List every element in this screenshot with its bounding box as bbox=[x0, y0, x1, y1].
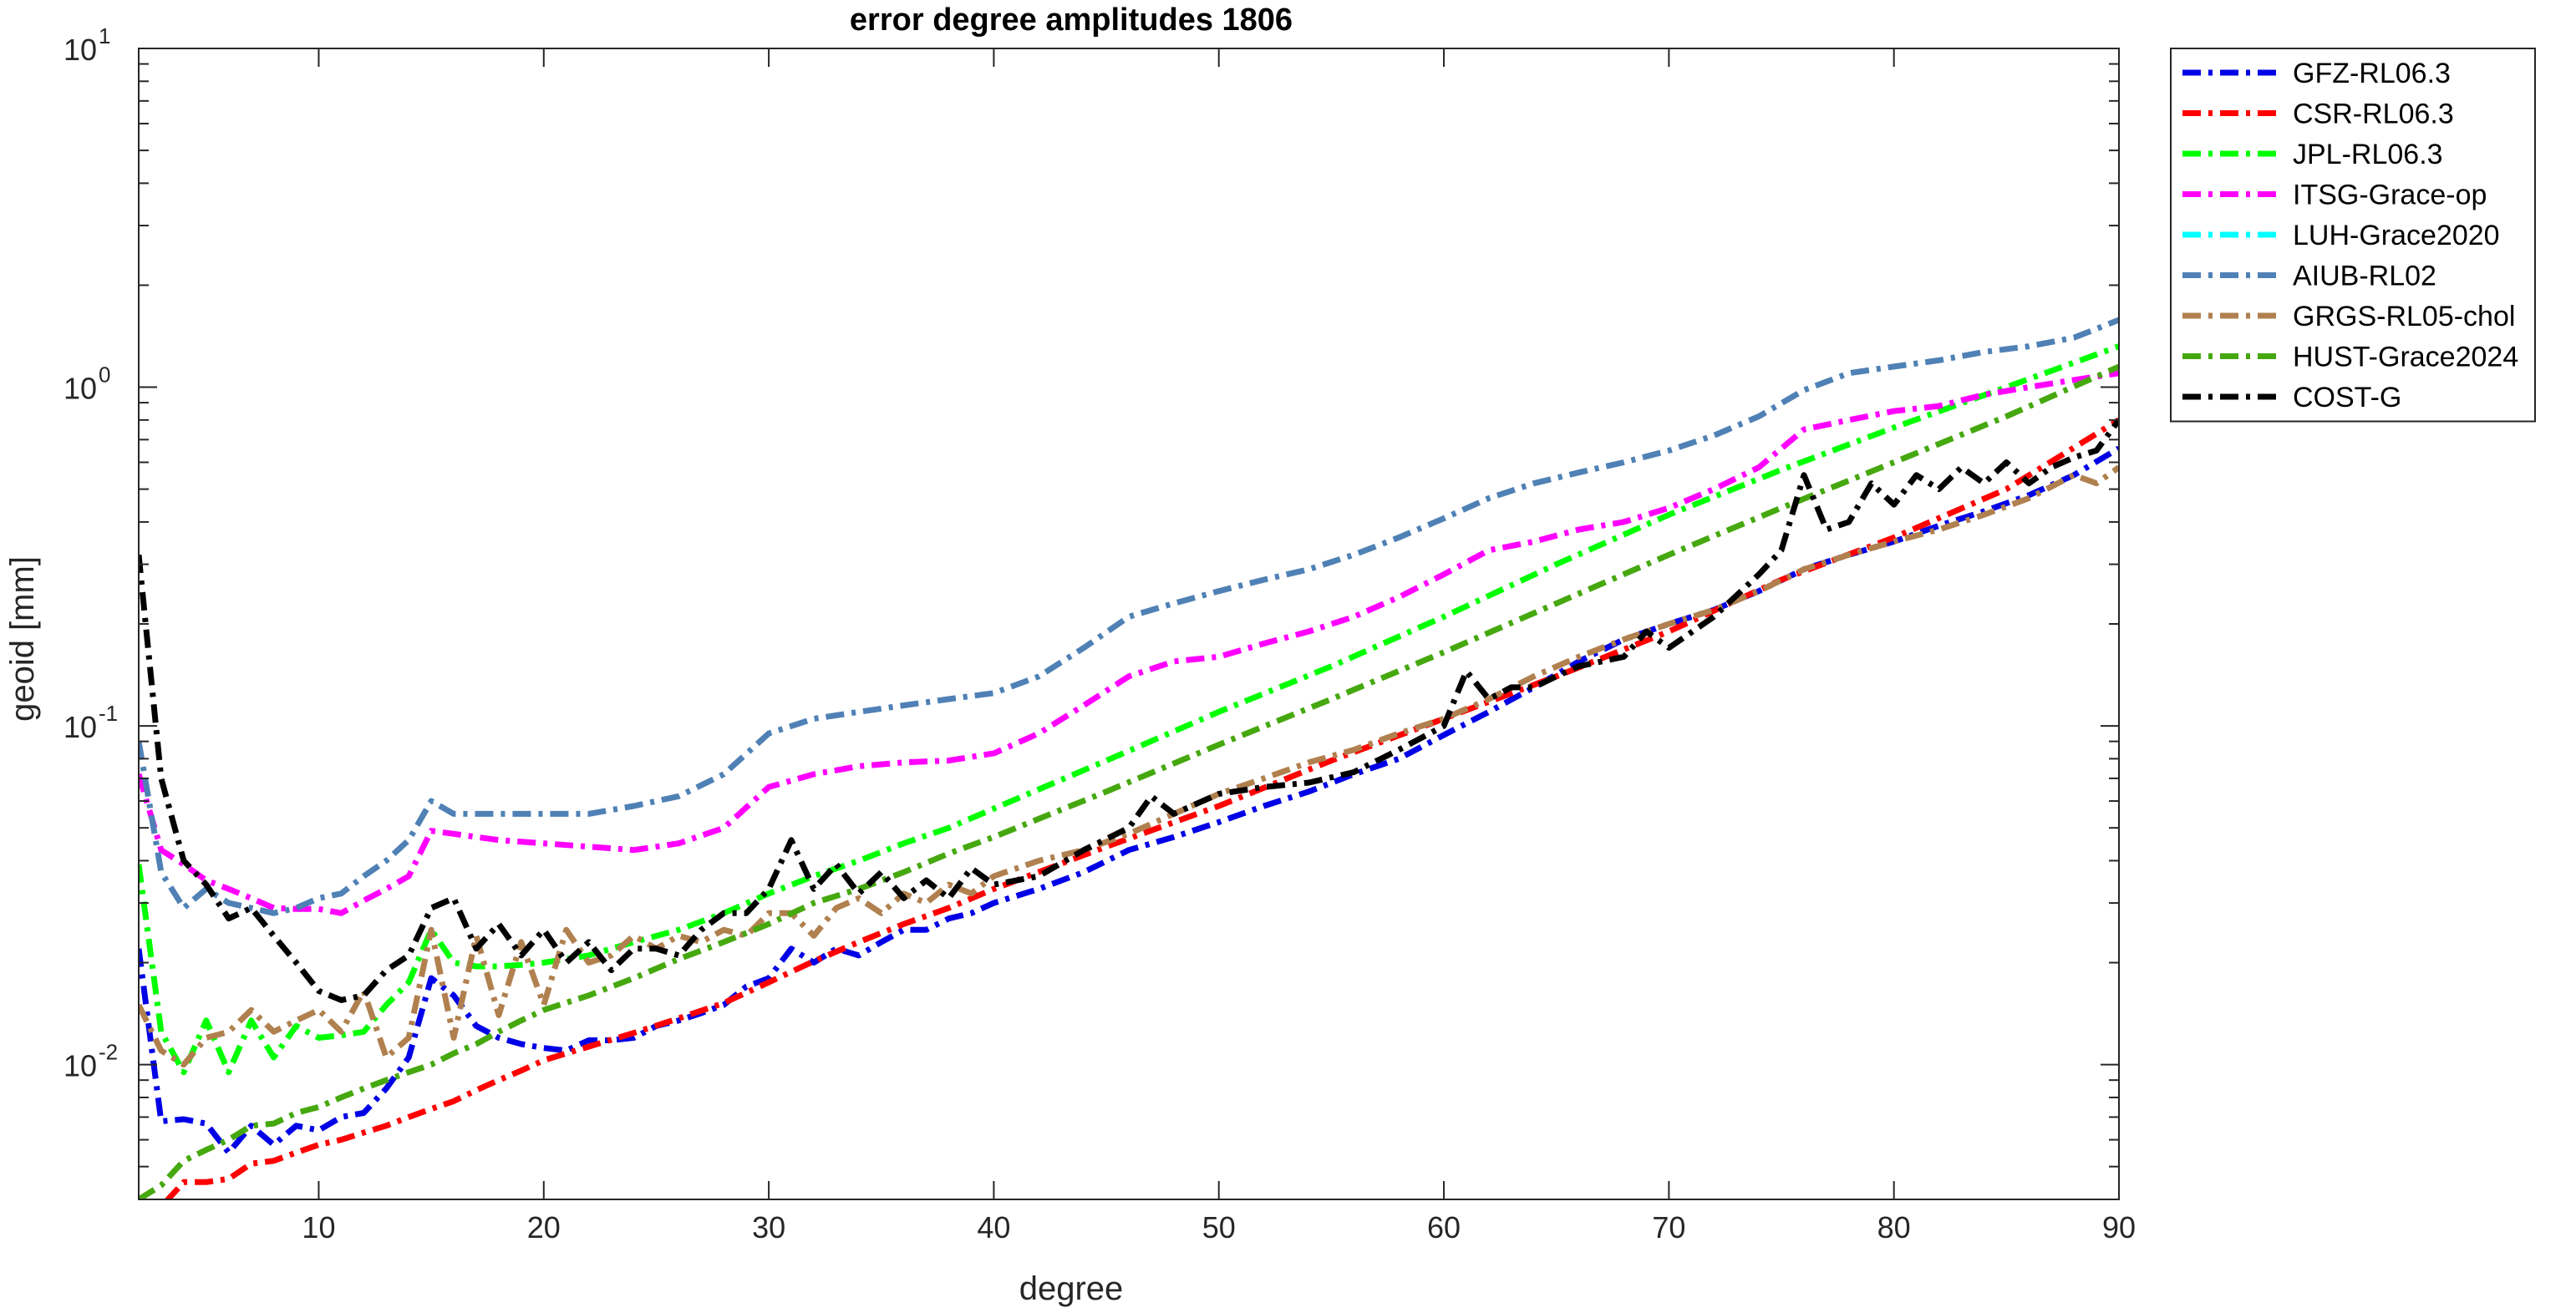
y-tick-label-exponent: -1 bbox=[99, 701, 118, 726]
x-tick-label: 60 bbox=[1427, 1210, 1461, 1245]
series-line-grgs-rl05-chol bbox=[139, 464, 2119, 1068]
series-line-aiub-rl02 bbox=[139, 317, 2119, 916]
legend-label: GFZ-RL06.3 bbox=[2293, 58, 2451, 89]
chart-title: error degree amplitudes 1806 bbox=[850, 3, 1293, 38]
legend: GFZ-RL06.3 CSR-RL06.3 JPL-RL06.3 ITSG-Grace… bbox=[2170, 48, 2536, 423]
y-tick-label-exponent: 1 bbox=[99, 23, 110, 48]
x-tick-label: 30 bbox=[752, 1210, 785, 1245]
legend-label: LUH-Grace2020 bbox=[2293, 220, 2500, 251]
series-line-jpl-rl06-3 bbox=[139, 343, 2119, 1076]
legend-label: COST-G bbox=[2293, 382, 2401, 413]
x-tick-label: 90 bbox=[2102, 1210, 2136, 1245]
y-tick-label: 10 bbox=[64, 372, 97, 406]
y-axis-label: geoid [mm] bbox=[4, 556, 41, 722]
y-tick-label: 10 bbox=[64, 710, 97, 744]
legend-label: CSR-RL06.3 bbox=[2293, 99, 2454, 130]
legend-label: HUST-Grace2024 bbox=[2293, 342, 2518, 373]
x-tick-label: 10 bbox=[302, 1210, 335, 1245]
series-line-hust-grace2024 bbox=[139, 363, 2119, 1199]
y-tick-label: 10 bbox=[64, 33, 97, 67]
series-layer bbox=[139, 317, 2119, 1199]
series-line-itsg-grace-op bbox=[139, 370, 2119, 916]
legend-label: AIUB-RL02 bbox=[2293, 261, 2436, 292]
y-tick-label-exponent: -2 bbox=[99, 1040, 118, 1065]
x-tick-label: 40 bbox=[977, 1210, 1010, 1245]
x-tick-label: 70 bbox=[1652, 1210, 1685, 1245]
x-tick-label: 20 bbox=[527, 1210, 561, 1245]
x-tick-label: 80 bbox=[1877, 1210, 1911, 1245]
x-tick-label: 50 bbox=[1202, 1210, 1236, 1245]
legend-label: GRGS-RL05-chol bbox=[2293, 301, 2515, 332]
legend-label: ITSG-Grace-op bbox=[2293, 180, 2487, 211]
x-axis-label: degree bbox=[1019, 1270, 1124, 1307]
y-tick-label-exponent: 0 bbox=[99, 362, 110, 388]
y-tick-label: 10 bbox=[64, 1049, 97, 1083]
legend-label: JPL-RL06.3 bbox=[2293, 139, 2443, 170]
